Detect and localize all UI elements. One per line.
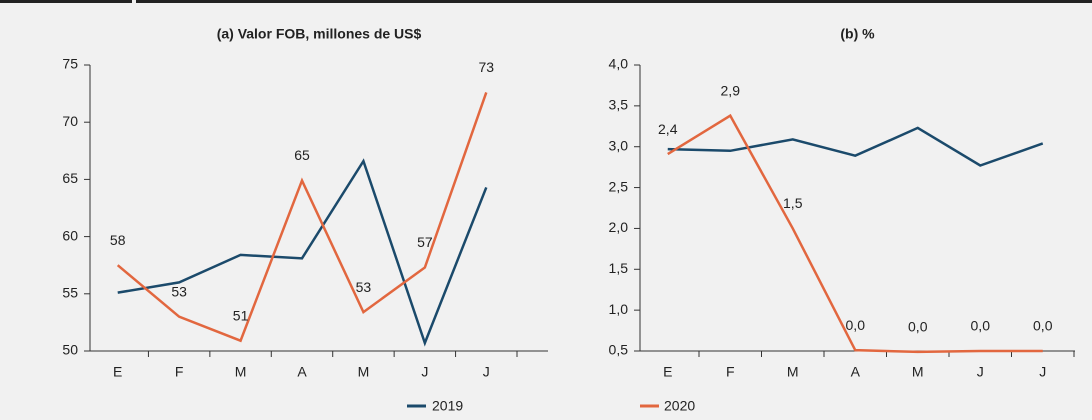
series-line <box>667 113 1043 354</box>
data-label: 51 <box>233 307 249 323</box>
x-tick-label: M <box>912 364 924 380</box>
y-tick-label: 4,0 <box>609 56 629 72</box>
x-tick-label: J <box>977 364 984 380</box>
data-label: 0,0 <box>971 318 991 334</box>
data-label: 53 <box>356 279 372 295</box>
y-tick-label: 55 <box>62 285 78 301</box>
series-line <box>117 158 488 347</box>
x-tick-label: M <box>235 364 247 380</box>
data-label: 58 <box>110 232 126 248</box>
y-tick-label: 3,0 <box>609 137 629 153</box>
x-tick-label: A <box>851 364 861 380</box>
series-line <box>116 92 488 343</box>
y-tick-label: 0,5 <box>609 342 629 358</box>
data-label: 53 <box>171 283 187 299</box>
chart-title: (b) % <box>840 26 875 42</box>
legend-label: 2019 <box>432 398 463 414</box>
y-tick-label: 50 <box>62 342 78 358</box>
y-tick-label: 3,5 <box>609 97 629 113</box>
data-label: 0,0 <box>908 319 928 335</box>
x-tick-label: E <box>663 364 672 380</box>
x-tick-label: M <box>358 364 370 380</box>
x-tick-label: A <box>297 364 307 380</box>
data-label: 73 <box>478 59 494 75</box>
y-tick-label: 1,5 <box>609 260 629 276</box>
y-tick-label: 65 <box>62 170 78 186</box>
y-tick-label: 60 <box>62 227 78 243</box>
data-label: 2,4 <box>658 121 678 137</box>
x-tick-label: F <box>726 364 735 380</box>
y-tick-label: 1,0 <box>609 301 629 317</box>
legend-label: 2020 <box>664 398 695 414</box>
data-label: 0,0 <box>1033 318 1053 334</box>
y-tick-label: 70 <box>62 113 78 129</box>
x-tick-label: J <box>483 364 490 380</box>
y-tick-label: 2,5 <box>609 178 629 194</box>
data-label: 2,9 <box>721 82 741 98</box>
series-line <box>667 126 1044 167</box>
x-tick-label: F <box>175 364 184 380</box>
y-tick-label: 75 <box>62 56 78 72</box>
x-tick-label: J <box>421 364 428 380</box>
x-tick-label: J <box>1039 364 1046 380</box>
data-label: 1,5 <box>783 195 803 211</box>
y-tick-label: 2,0 <box>609 219 629 235</box>
chart-title: (a) Valor FOB, millones de US$ <box>217 26 422 42</box>
data-label: 57 <box>417 234 433 250</box>
x-tick-label: M <box>787 364 799 380</box>
x-tick-label: E <box>113 364 122 380</box>
data-label: 0,0 <box>846 317 866 333</box>
data-label: 65 <box>294 147 310 163</box>
